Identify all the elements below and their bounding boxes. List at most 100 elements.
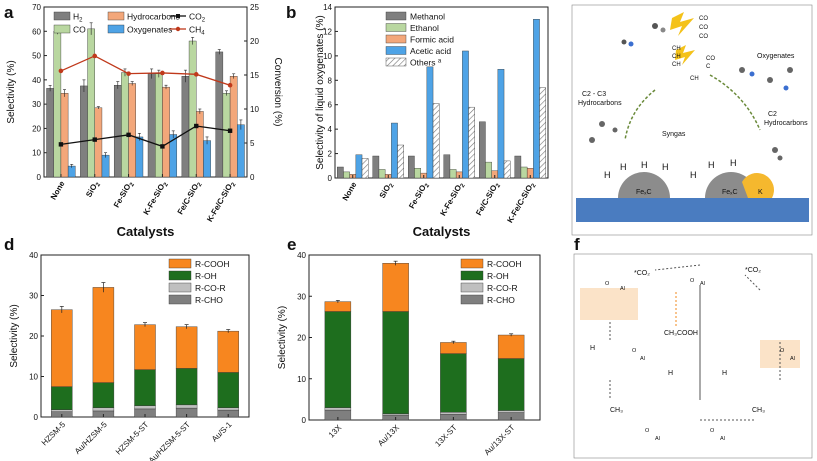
legend-label: R-COOH: [195, 259, 229, 269]
o-label: O: [710, 428, 715, 434]
bar-segment-r-oh: [51, 386, 73, 410]
bar-acetic-acid: [462, 50, 469, 179]
molecule-atom: [652, 23, 658, 29]
h-atom: H: [641, 160, 648, 170]
x-tick-label: SiO2: [84, 179, 102, 200]
lightning-bolt: [675, 45, 695, 65]
schematic-f: CH₃COOH *CO₂ *CO₂ H H H CH₃ CH₃ Al O Al …: [573, 253, 813, 459]
legend-label: Oxygenates: [127, 25, 172, 35]
k-promoter: [742, 173, 774, 198]
bar-co: [222, 93, 231, 178]
bar-methanol: [337, 166, 344, 179]
chart-e: 0 10 20 30 40 13X Au/13X 13X-ST Au/13X-ST R-COOH R…: [277, 251, 541, 457]
x-tick-label: K-Fe-SiO2: [142, 179, 171, 218]
species-label: CH: [672, 46, 681, 52]
hydrogen-atoms: H H H H H H H: [604, 158, 737, 180]
species-label: CH: [690, 76, 699, 82]
bar-others-a: [397, 144, 404, 179]
support-slab: [576, 198, 809, 222]
y-tick-label: 4: [328, 125, 333, 134]
oxygenates-label: Oxygenates: [757, 53, 795, 60]
bar-segment-r-oh: [217, 372, 239, 408]
al-label: Al: [620, 286, 625, 292]
y-tick-label: 14: [323, 3, 332, 12]
y-axis-title: Selectivity (%): [9, 304, 20, 367]
fexc-label-left: FeₓC: [636, 189, 652, 196]
bar-hydrocarbons: [60, 93, 69, 178]
legend-label: R-CO-R: [487, 283, 518, 293]
o-label: O: [645, 428, 650, 434]
al-label: Al: [720, 436, 725, 442]
legend-label: CH4: [189, 25, 205, 37]
y-tick-label: 50: [32, 52, 41, 61]
legend-swatch: [385, 11, 407, 21]
bar-segment-r-cooh: [175, 326, 198, 369]
legend-swatch: [385, 34, 407, 44]
y-tick-label: 6: [328, 101, 333, 110]
line-ch4: [60, 55, 231, 86]
legend-swatch: [168, 270, 192, 281]
tick-text: K-Fe-SiO: [438, 183, 463, 217]
molecule-atom: [739, 67, 745, 73]
hydrocarbons-label-left: Hydrocarbons: [578, 100, 622, 107]
bar-oxygenates: [203, 140, 211, 178]
marker-ch4: [227, 82, 233, 88]
bar-segment-r-co-r: [134, 405, 156, 410]
legend-swatch: [385, 57, 407, 67]
tick-text: Fe-SiO: [407, 183, 428, 210]
y-tick-label: 8: [328, 76, 333, 85]
bar-segment-r-oh: [497, 358, 525, 411]
molecule-cluster: [589, 67, 793, 161]
x-axis-title: Catalysts: [413, 224, 471, 239]
legend-swatch: [168, 282, 192, 293]
y-tick-label: 30: [29, 292, 38, 301]
legend-subscript: 4: [201, 31, 205, 37]
tick-subscript: 2: [129, 181, 136, 187]
tick-text: Fe/C-SiO: [176, 182, 201, 216]
molecule-atom: [767, 77, 773, 83]
h-atom: H: [708, 160, 715, 170]
chart-d: 0 10 20 30 40 HZSM-5 Au/HZSM-5 HZSM-5-STAu/HZSM…: [9, 251, 250, 461]
molecule-atom: [621, 39, 627, 45]
x-tick-label: Fe-SiO2: [407, 180, 431, 211]
y2-tick-label: 20: [250, 37, 259, 46]
species-label: C: [706, 64, 711, 70]
fexc-particle-left: [618, 172, 670, 198]
x-tick-label: Fe/C-SiO2: [474, 180, 502, 218]
tick-subscript: 2: [163, 181, 170, 187]
marker-co2: [92, 137, 97, 142]
line-co2: [60, 125, 231, 148]
al-label: Al: [655, 436, 660, 442]
o-label: O: [780, 348, 785, 354]
pathway-arrow: [624, 89, 656, 141]
y-tick-label: 12: [323, 27, 332, 36]
bar-segment-r-cooh: [497, 334, 525, 359]
legend-swatch: [168, 258, 192, 269]
co2-label: *CO₂: [634, 270, 650, 277]
y-tick-label: 10: [297, 375, 306, 384]
tick-text: Fe/C-SiO: [474, 183, 499, 217]
bar-segment-r-oh: [324, 311, 352, 408]
bar-h2: [113, 84, 122, 178]
y2-tick-label: 0: [250, 173, 255, 182]
h-label: H: [722, 370, 727, 377]
x-tick-label: K-Fe/C-SiO2: [505, 180, 538, 226]
al-label: Al: [700, 281, 705, 287]
molecule-atom: [749, 71, 755, 77]
legend-label: Acetic acid: [410, 46, 451, 56]
legend-text: Hydrocarbons: [127, 12, 180, 22]
pathway-arrow: [709, 74, 761, 131]
y-tick-label: 40: [29, 251, 38, 260]
legend-swatch: [460, 294, 484, 305]
x-tick-label: K-Fe/C-SiO2: [205, 179, 238, 225]
legend-subscript: 2: [202, 18, 206, 24]
bar-segment-r-cooh: [382, 263, 409, 312]
species-label: CO: [706, 56, 715, 62]
legend-label: Methanol: [410, 12, 445, 22]
tick-text: K-Fe-SiO: [142, 182, 167, 216]
molecule-atom: [599, 121, 605, 127]
y-tick-label: 60: [32, 27, 41, 36]
bar-acetic-acid: [391, 122, 398, 179]
zeolite-sites: Al O Al O Al O Al O Al O Al O: [605, 278, 795, 442]
